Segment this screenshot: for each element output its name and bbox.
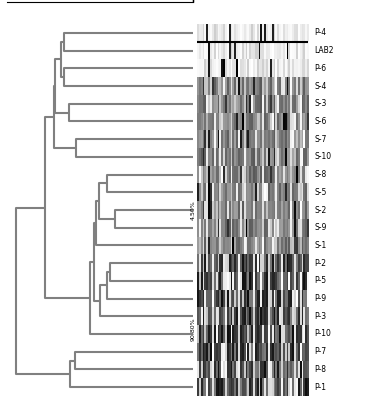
Text: S-9: S-9 [315, 223, 327, 232]
Text: P-7: P-7 [315, 347, 327, 356]
Text: S-2: S-2 [315, 206, 327, 214]
Text: P-2: P-2 [315, 259, 326, 268]
Text: S-5: S-5 [315, 188, 327, 197]
Text: P-1: P-1 [315, 383, 326, 392]
Text: S-4: S-4 [315, 82, 327, 90]
Text: P-3: P-3 [315, 312, 327, 321]
Text: S-8: S-8 [315, 170, 327, 179]
Text: P-9: P-9 [315, 294, 327, 303]
Text: P-8: P-8 [315, 365, 326, 374]
Text: S-7: S-7 [315, 135, 327, 144]
Text: S-3: S-3 [315, 99, 327, 108]
Text: 4.50%: 4.50% [190, 200, 196, 220]
Text: P-5: P-5 [315, 276, 327, 285]
Text: P-10: P-10 [315, 330, 331, 338]
Text: S-1: S-1 [315, 241, 327, 250]
Text: S-10: S-10 [315, 152, 332, 161]
Text: P-4: P-4 [315, 28, 327, 37]
Text: S-6: S-6 [315, 117, 327, 126]
Text: LAB2: LAB2 [315, 46, 334, 55]
Text: 90.80%: 90.80% [190, 317, 196, 341]
Text: P-6: P-6 [315, 64, 327, 73]
